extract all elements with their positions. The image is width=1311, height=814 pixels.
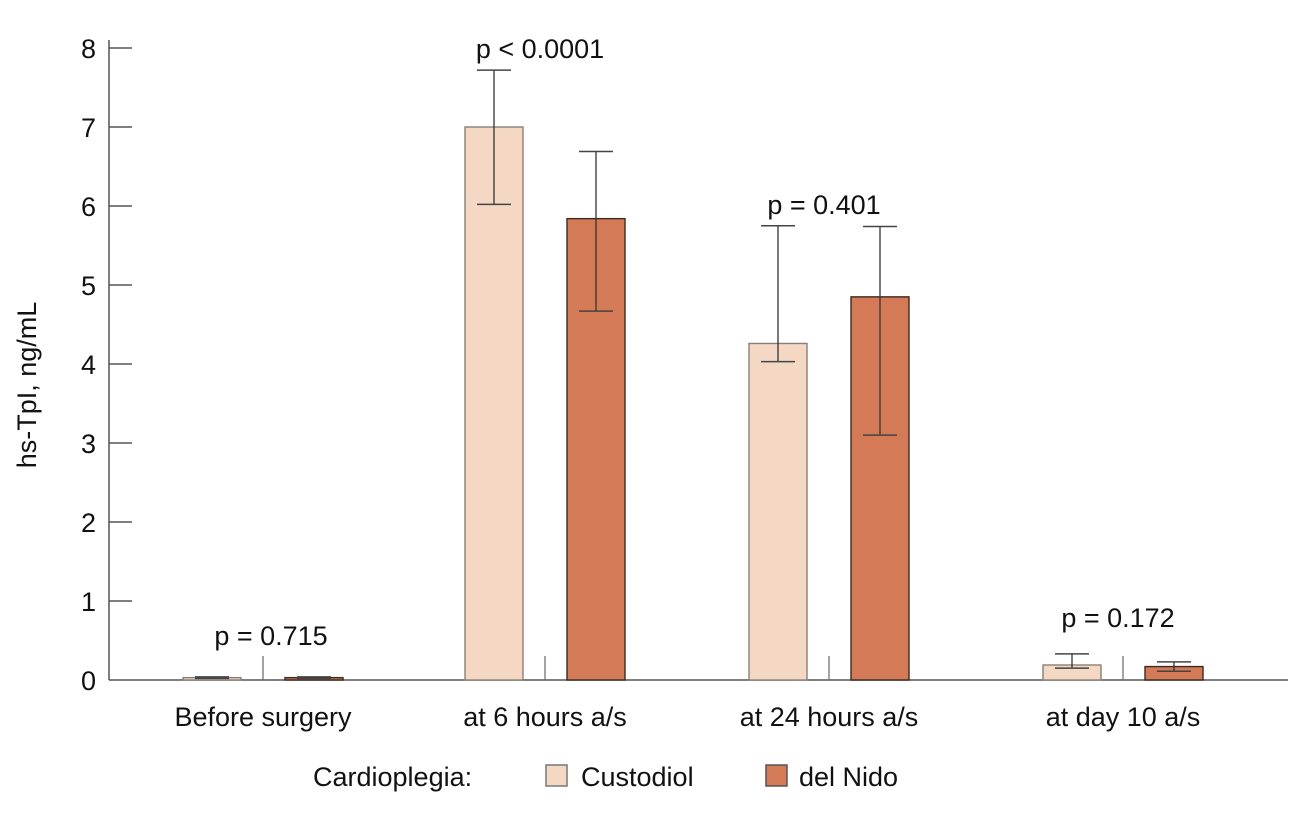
legend: Cardioplegia: Custodiol del Nido <box>313 762 898 792</box>
bar-custodiol <box>748 342 808 681</box>
y-tick-label: 8 <box>81 34 96 64</box>
y-tick-label: 4 <box>81 350 96 380</box>
legend-label-custodiol: Custodiol <box>581 762 694 792</box>
bar-custodiol <box>464 126 524 681</box>
y-tick-label: 6 <box>81 192 96 222</box>
labels: Before surgery p = 0.715 at 6 hours a/s p <… <box>174 34 1200 732</box>
y-tick-label: 3 <box>81 429 96 459</box>
legend-swatch-del-nido <box>765 764 788 787</box>
legend-label-del-nido: del Nido <box>799 762 898 792</box>
y-tick-label: 2 <box>81 508 96 538</box>
x-tick-label: at 6 hours a/s <box>463 702 627 732</box>
y-tick-label: 1 <box>81 587 96 617</box>
y-tick-label: 5 <box>81 271 96 301</box>
p-value-annotation: p = 0.172 <box>1061 603 1174 633</box>
axes: 0 1 2 3 4 5 6 7 8 <box>81 34 1288 696</box>
bars <box>182 126 1204 681</box>
x-tick-label: at 24 hours a/s <box>740 702 919 732</box>
error-bars <box>195 69 1191 680</box>
p-value-annotation: p = 0.401 <box>767 190 880 220</box>
legend-title: Cardioplegia: <box>313 762 472 792</box>
x-tick-label: at day 10 a/s <box>1046 702 1201 732</box>
y-axis-label: hs-TpI, ng/mL <box>12 302 42 469</box>
p-value-annotation: p = 0.715 <box>214 621 327 651</box>
p-value-annotation: p < 0.0001 <box>476 34 604 64</box>
legend-swatch-custodiol <box>545 764 568 787</box>
x-tick-label: Before surgery <box>174 702 352 732</box>
y-tick-label: 0 <box>81 666 96 696</box>
y-tick-label: 7 <box>81 113 96 143</box>
